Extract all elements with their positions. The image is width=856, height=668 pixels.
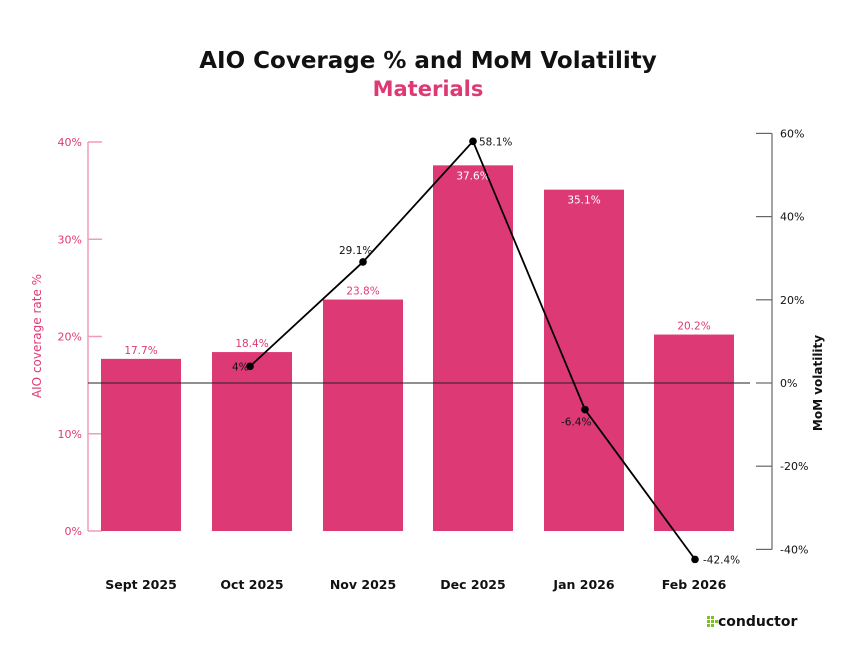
bar (323, 299, 403, 531)
line-point (581, 405, 589, 414)
right-tick-label: 40% (780, 211, 804, 224)
logo-text: conductor (718, 614, 797, 630)
logo-dot (707, 616, 710, 619)
conductor-logo: conductor (707, 614, 797, 630)
bar-label: 23.8% (346, 286, 379, 298)
x-tick-label: Feb 2026 (662, 577, 727, 592)
x-axis: Sept 2025 Oct 2025 Nov 2025 Dec 2025 Jan 202… (105, 577, 726, 592)
bar (212, 352, 292, 531)
left-axis: 0% 10% 20% 30% 40% (58, 136, 102, 538)
bar-label: 35.1% (567, 195, 600, 207)
x-tick-label: Oct 2025 (220, 577, 283, 592)
line-label: -6.4% (561, 417, 591, 429)
logo-dot (715, 620, 718, 623)
bar-label: 17.7% (124, 345, 157, 357)
left-axis-label: AIO coverage rate % (30, 274, 44, 398)
right-tick-label: -20% (780, 460, 808, 473)
volatility-line: 4% 29.1% 58.1% -6.4% -42.4% (232, 136, 740, 566)
line-label: 4% (232, 361, 249, 373)
line-point (691, 555, 699, 564)
line-point (359, 258, 367, 266)
bar (654, 334, 734, 531)
x-tick-label: Nov 2025 (330, 577, 396, 592)
logo-dot (711, 616, 714, 619)
logo-dot (707, 620, 710, 623)
bar (101, 358, 181, 531)
left-tick-label: 40% (58, 136, 82, 149)
bar (433, 165, 513, 531)
logo-dot (711, 624, 714, 627)
left-tick-label: 20% (58, 331, 82, 344)
bar-label: 37.6% (456, 170, 489, 182)
bar-label: 18.4% (235, 338, 268, 350)
x-tick-label: Sept 2025 (105, 577, 177, 592)
logo-dot (711, 620, 714, 623)
right-tick-label: 0% (780, 377, 797, 390)
bar (544, 189, 624, 531)
right-tick-label: 60% (780, 127, 804, 140)
line-label: 58.1% (479, 136, 512, 148)
right-tick-label: -40% (780, 543, 808, 556)
logo-icon (707, 616, 718, 627)
line-label: 29.1% (339, 245, 372, 257)
right-axis-label: MoM volatility (811, 335, 825, 431)
chart-subtitle: Materials (373, 77, 484, 101)
x-tick-label: Dec 2025 (440, 577, 505, 592)
right-tick-label: 20% (780, 294, 804, 307)
line-label: -42.4% (703, 554, 740, 566)
line-point (469, 137, 477, 146)
chart-title: AIO Coverage % and MoM Volatility (199, 48, 657, 74)
left-tick-label: 10% (58, 428, 82, 441)
left-tick-label: 30% (58, 233, 82, 246)
bars: 17.7% 18.4% 23.8% 37.6% 35.1% 20.2% (101, 165, 734, 531)
line-point (246, 362, 254, 371)
bar-label: 20.2% (677, 321, 710, 333)
x-tick-label: Jan 2026 (552, 577, 614, 592)
logo-dot (707, 624, 710, 627)
right-axis: -40% -20% 0% 20% 40% 60% (756, 127, 808, 556)
left-tick-label: 0% (65, 525, 82, 538)
